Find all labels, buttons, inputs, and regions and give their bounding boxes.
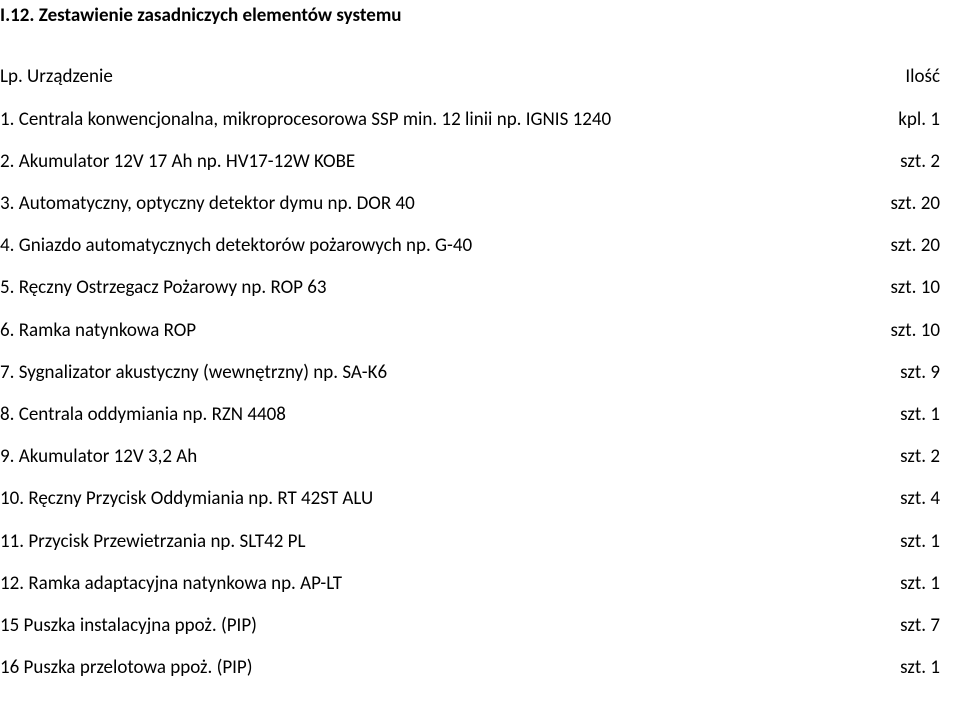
row-left: 16 Puszka przelotowa ppoż. (PIP) — [0, 656, 880, 681]
row-left: 11. Przycisk Przewietrzania np. SLT42 PL — [0, 530, 880, 555]
table-row: 15 Puszka instalacyjna ppoż. (PIP) szt. … — [0, 614, 940, 639]
header-left: Lp. Urządzenie — [0, 65, 885, 90]
row-right: szt. 4 — [880, 487, 940, 512]
table-row: 2. Akumulator 12V 17 Ah np. HV17-12W KOB… — [0, 150, 940, 175]
row-left: 2. Akumulator 12V 17 Ah np. HV17-12W KOB… — [0, 150, 880, 175]
table-row: 1. Centrala konwencjonalna, mikroproceso… — [0, 108, 940, 133]
row-left: 1. Centrala konwencjonalna, mikroproceso… — [0, 108, 878, 133]
table-row: 6. Ramka natynkowa ROP szt. 10 — [0, 319, 940, 344]
table-row: 8. Centrala oddymiania np. RZN 4408 szt.… — [0, 403, 940, 428]
table-row: 12. Ramka adaptacyjna natynkowa np. AP-L… — [0, 572, 940, 597]
row-left: 4. Gniazdo automatycznych detektorów poż… — [0, 234, 871, 259]
table-header-row: Lp. Urządzenie Ilość — [0, 65, 940, 90]
row-right: szt. 7 — [880, 614, 940, 639]
table-row: 11. Przycisk Przewietrzania np. SLT42 PL… — [0, 530, 940, 555]
row-left: 7. Sygnalizator akustyczny (wewnętrzny) … — [0, 361, 880, 386]
row-left: 5. Ręczny Ostrzegacz Pożarowy np. ROP 63 — [0, 276, 871, 301]
table-row: 7. Sygnalizator akustyczny (wewnętrzny) … — [0, 361, 940, 386]
row-right: szt. 9 — [880, 361, 940, 386]
row-left: 12. Ramka adaptacyjna natynkowa np. AP-L… — [0, 572, 880, 597]
table-row: 10. Ręczny Przycisk Oddymiania np. RT 42… — [0, 487, 940, 512]
row-left: 8. Centrala oddymiania np. RZN 4408 — [0, 403, 880, 428]
row-right: szt. 10 — [871, 319, 941, 344]
row-left: 15 Puszka instalacyjna ppoż. (PIP) — [0, 614, 880, 639]
row-right: szt. 1 — [880, 530, 940, 555]
header-right: Ilość — [885, 65, 940, 90]
row-left: 9. Akumulator 12V 3,2 Ah — [0, 445, 880, 470]
table-row: 9. Akumulator 12V 3,2 Ah szt. 2 — [0, 445, 940, 470]
table-row: 4. Gniazdo automatycznych detektorów poż… — [0, 234, 940, 259]
table-row: 5. Ręczny Ostrzegacz Pożarowy np. ROP 63… — [0, 276, 940, 301]
table-row: 16 Puszka przelotowa ppoż. (PIP) szt. 1 — [0, 656, 940, 681]
table-row: 3. Automatyczny, optyczny detektor dymu … — [0, 192, 940, 217]
row-right: szt. 20 — [871, 234, 941, 259]
row-right: szt. 1 — [880, 403, 940, 428]
row-right: kpl. 1 — [878, 108, 940, 133]
row-right: szt. 1 — [880, 656, 940, 681]
row-left: 6. Ramka natynkowa ROP — [0, 319, 871, 344]
document-page: I.12. Zestawienie zasadniczych elementów… — [0, 0, 960, 708]
row-left: 3. Automatyczny, optyczny detektor dymu … — [0, 192, 871, 217]
section-heading: I.12. Zestawienie zasadniczych elementów… — [0, 4, 940, 27]
row-right: szt. 2 — [880, 445, 940, 470]
row-right: szt. 2 — [880, 150, 940, 175]
row-right: szt. 10 — [871, 276, 941, 301]
row-right: szt. 20 — [871, 192, 941, 217]
row-right: szt. 1 — [880, 572, 940, 597]
row-left: 10. Ręczny Przycisk Oddymiania np. RT 42… — [0, 487, 880, 512]
